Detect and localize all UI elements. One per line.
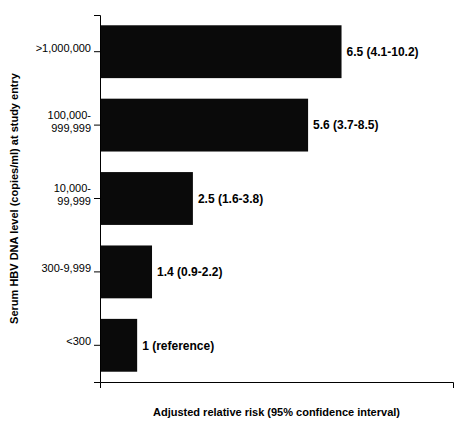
data-label: 1 (reference) bbox=[142, 339, 214, 353]
y-tick-label: >1,000,000 bbox=[36, 42, 91, 54]
y-tick-label: 100,000-999,999 bbox=[48, 109, 92, 134]
data-label: 5.6 (3.7-8.5) bbox=[313, 118, 378, 132]
y-tick-mark bbox=[94, 125, 100, 126]
y-tick: >1,000,000 bbox=[36, 42, 100, 54]
y-tick-label: 300-9,999 bbox=[41, 262, 91, 274]
y-tick-label-line: 10,000- bbox=[54, 182, 92, 194]
y-tick-mark bbox=[94, 345, 100, 346]
data-label: 6.5 (4.1-10.2) bbox=[347, 45, 419, 59]
y-tick-mark bbox=[94, 271, 100, 272]
y-tick: <300 bbox=[66, 335, 100, 347]
y-tick-label: <300 bbox=[66, 335, 91, 347]
y-tick: 100,000-999,999 bbox=[48, 109, 100, 134]
data-labels: 6.5 (4.1-10.2) 5.6 (3.7-8.5) 2.5 (1.6-3.8)… bbox=[142, 45, 418, 353]
y-tick: 300-9,999 bbox=[41, 262, 100, 274]
y-tick-label-line: 100,000- bbox=[48, 109, 92, 121]
y-tick-label-line: >1,000,000 bbox=[36, 42, 91, 54]
bar bbox=[100, 25, 342, 78]
data-label: 2.5 (1.6-3.8) bbox=[198, 192, 263, 206]
bar bbox=[100, 99, 308, 152]
bars bbox=[100, 25, 342, 371]
data-label: 1.4 (0.9-2.2) bbox=[157, 265, 222, 279]
y-tick-mark bbox=[94, 198, 100, 199]
y-tick-label-line: 999,999 bbox=[51, 122, 91, 134]
y-tick-label-line: 99,999 bbox=[57, 195, 91, 207]
bar bbox=[100, 245, 152, 298]
y-tick-label: 10,000-99,999 bbox=[54, 182, 92, 207]
y-axis-title: Serum HBV DNA level (copies/ml) at study… bbox=[8, 72, 20, 324]
chart: 6.5 (4.1-10.2) 5.6 (3.7-8.5) 2.5 (1.6-3.8)… bbox=[0, 0, 468, 430]
y-tick: 10,000-99,999 bbox=[54, 182, 100, 207]
y-tick-mark bbox=[94, 51, 100, 52]
bar bbox=[100, 319, 137, 372]
y-axis-line bbox=[94, 16, 101, 383]
x-axis-title: Adjusted relative risk (95% confidence i… bbox=[153, 406, 400, 418]
bar bbox=[100, 172, 193, 225]
y-tick-label-line: <300 bbox=[66, 335, 91, 347]
y-tick-label-line: 300-9,999 bbox=[41, 262, 91, 274]
x-axis bbox=[101, 383, 454, 389]
x-axis-line bbox=[101, 383, 454, 389]
plot: 6.5 (4.1-10.2) 5.6 (3.7-8.5) 2.5 (1.6-3.8)… bbox=[36, 16, 454, 389]
y-axis: >1,000,000 100,000-999,999 10,000-99,999 30… bbox=[36, 16, 101, 383]
